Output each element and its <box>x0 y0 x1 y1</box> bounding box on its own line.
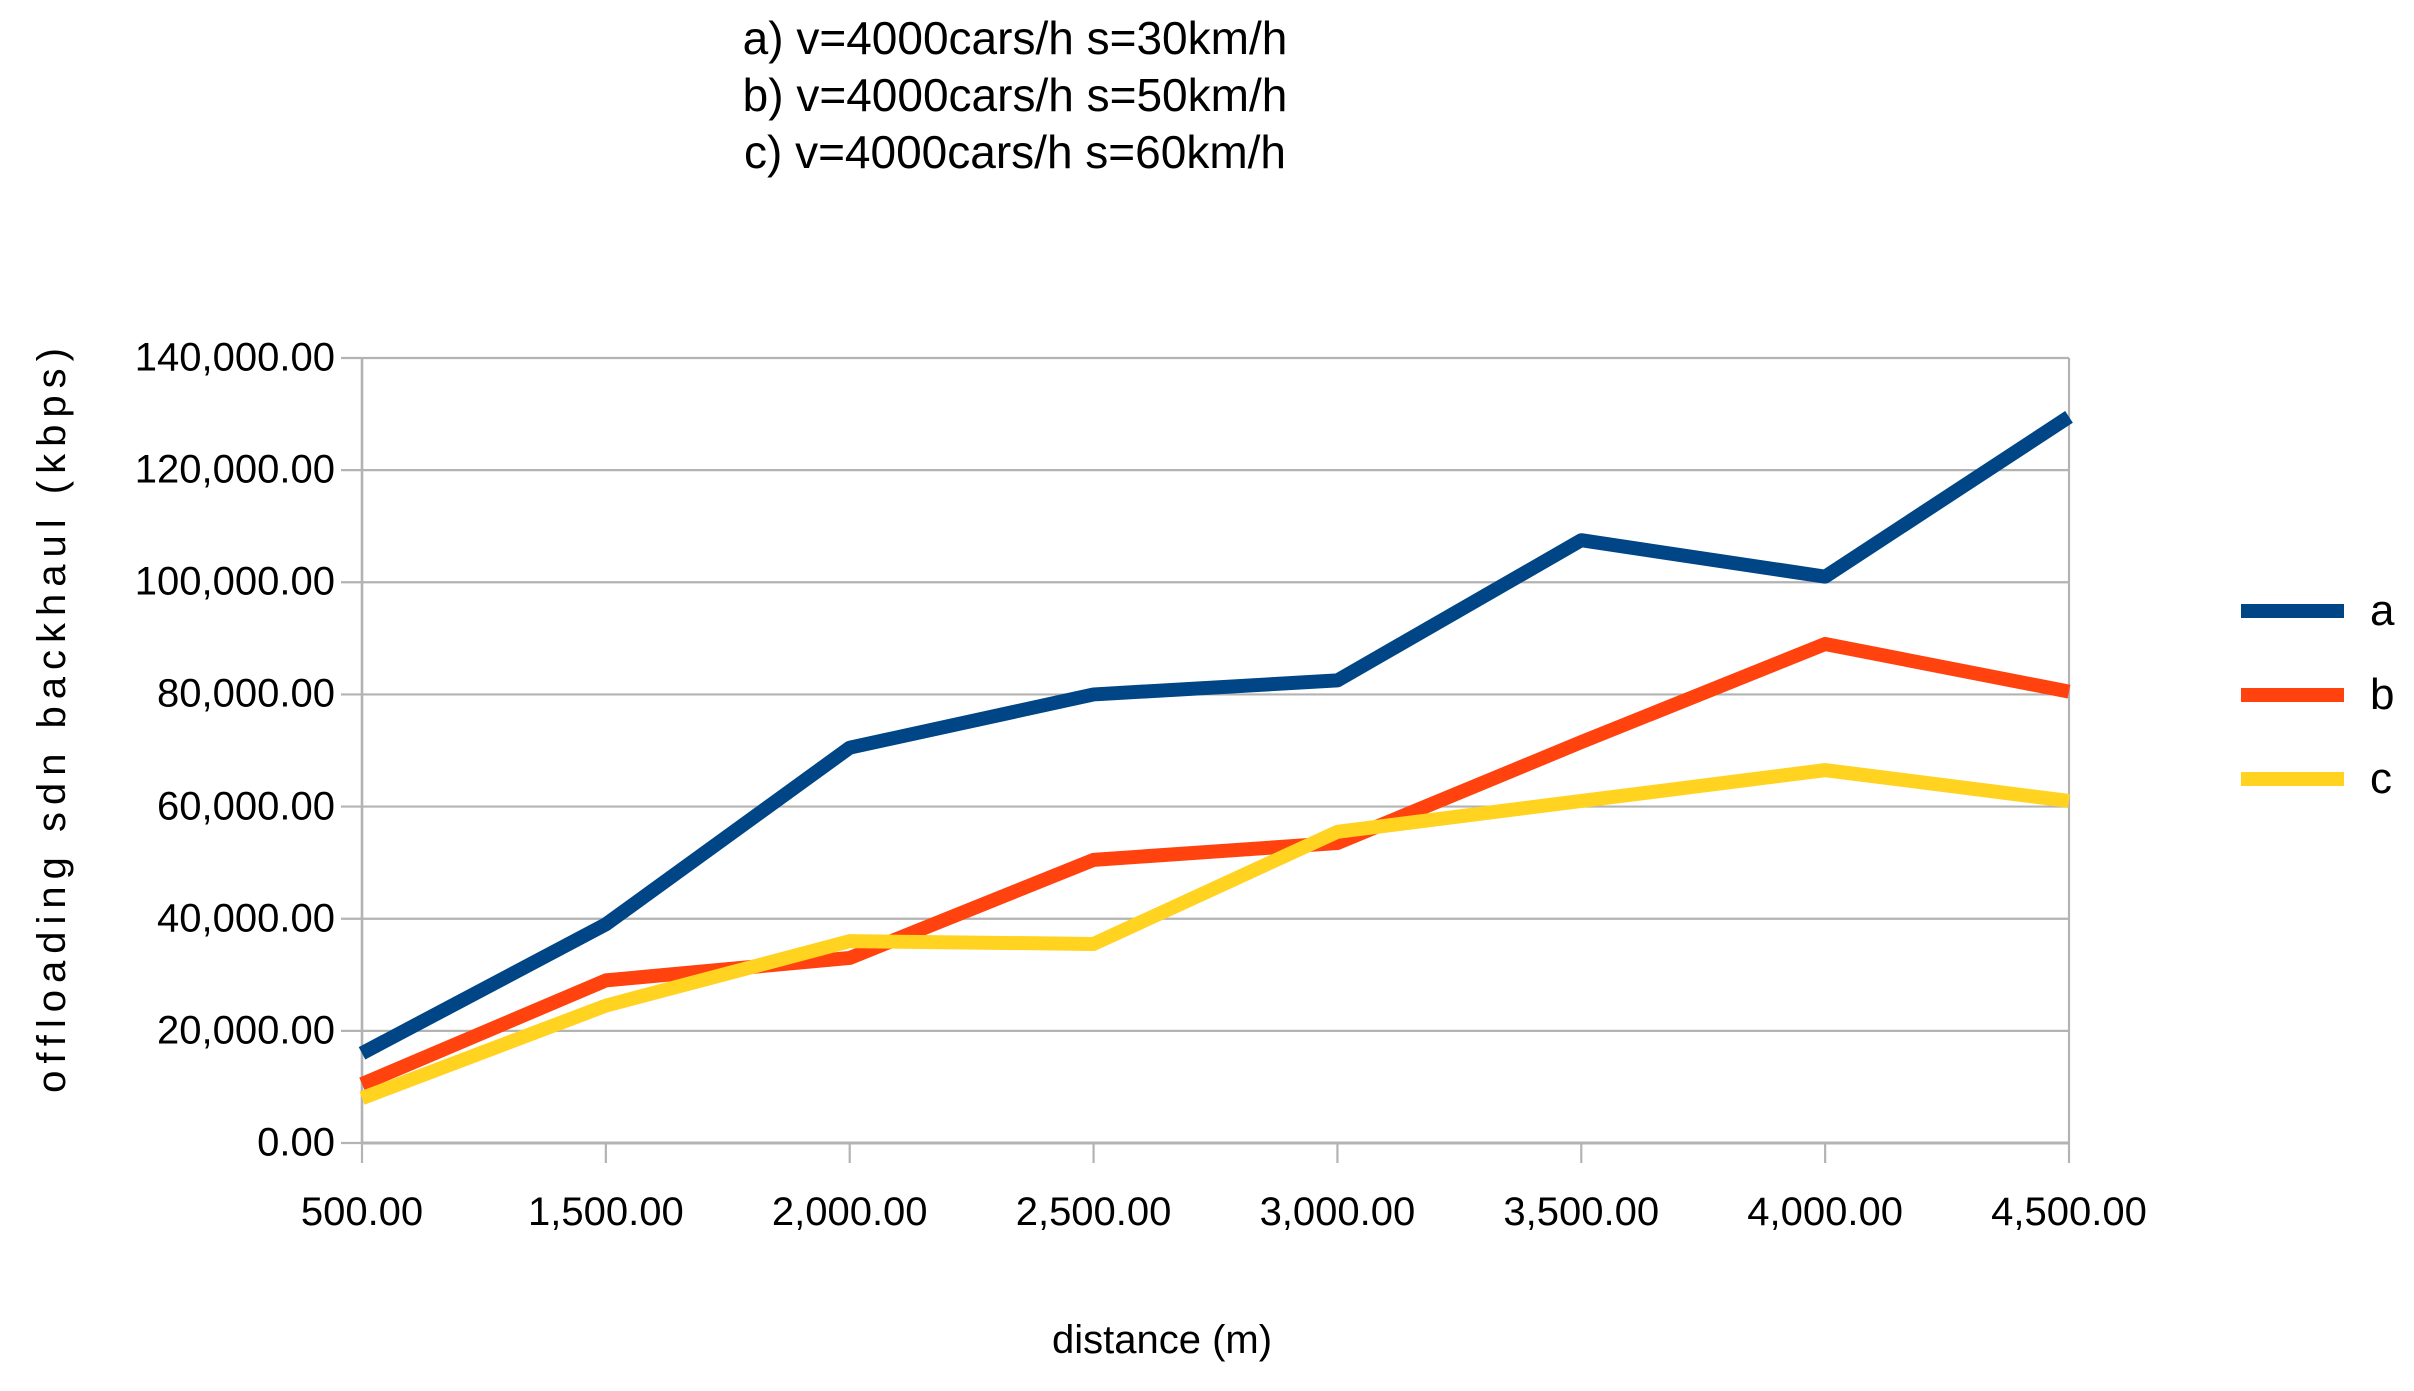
chart-title-line-c: c) v=4000cars/h s=60km/h <box>743 126 1287 178</box>
legend-swatch-c <box>2241 772 2344 786</box>
x-tick-label: 2,500.00 <box>1015 1190 1172 1234</box>
series-a-line <box>358 411 2073 1060</box>
y-tick-label: 120,000.00 <box>134 447 335 492</box>
x-tick-label: 1,500.00 <box>527 1190 684 1234</box>
x-tick-label: 2,000.00 <box>771 1190 928 1234</box>
chart-title: a) v=4000cars/h s=30km/h b) v=4000cars/h… <box>0 10 2030 181</box>
legend-item-b: b <box>2241 669 2394 721</box>
x-axis-title: distance (m) <box>1051 1318 1273 1362</box>
y-tick-label: 40,000.00 <box>157 896 335 941</box>
y-tick-label: 80,000.00 <box>157 671 335 716</box>
legend-item-a: a <box>2241 585 2394 637</box>
y-tick-label: 20,000.00 <box>157 1008 335 1053</box>
x-tick-label: 3,500.00 <box>1503 1190 1660 1234</box>
y-tick-label: 100,000.00 <box>134 559 335 604</box>
legend-label-c: c <box>2370 754 2392 803</box>
legend-item-c: c <box>2241 753 2394 805</box>
y-tick-label: 60,000.00 <box>157 784 335 829</box>
series-b-line <box>359 636 2071 1091</box>
legend-swatch-a <box>2241 604 2344 618</box>
x-tick-label: 4,000.00 <box>1747 1190 1903 1234</box>
legend-swatch-b <box>2241 688 2344 702</box>
x-tick-label: 4,500.00 <box>1991 1190 2147 1234</box>
chart-title-line-b: b) v=4000cars/h s=50km/h <box>742 69 1288 121</box>
legend-label-b: b <box>2370 670 2395 719</box>
series-c-line <box>359 763 2070 1105</box>
chart-title-line-a: a) v=4000cars/h s=30km/h <box>742 12 1288 64</box>
y-tick-label: 0.00 <box>257 1120 335 1165</box>
legend-label-a: a <box>2370 586 2395 635</box>
x-tick-label: 500.00 <box>300 1190 424 1234</box>
y-tick-label: 140,000.00 <box>134 335 335 380</box>
x-tick-label: 3,000.00 <box>1259 1190 1416 1234</box>
